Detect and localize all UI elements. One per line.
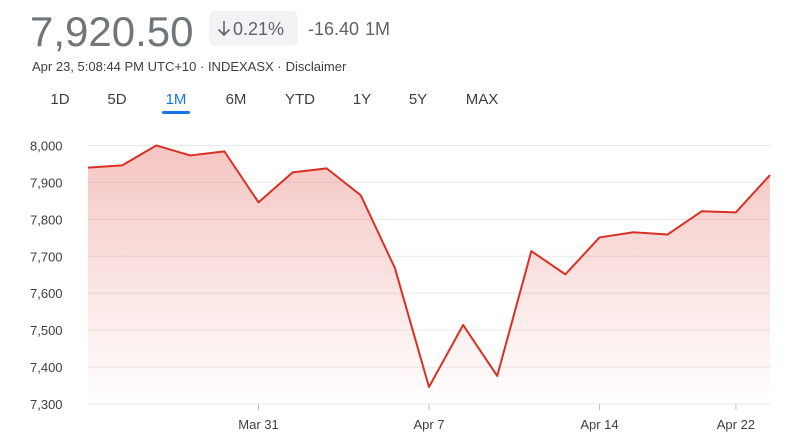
x-tick-label: Apr 22 <box>717 417 755 432</box>
range-tab[interactable]: 1M <box>166 91 187 108</box>
y-tick-label: 8,000 <box>30 138 63 153</box>
period: 1M <box>365 19 390 39</box>
y-tick-label: 7,300 <box>30 397 63 412</box>
y-tick-label: 7,500 <box>30 323 63 338</box>
y-tick-label: 7,900 <box>30 175 63 190</box>
range-tab[interactable]: 5Y <box>409 91 427 108</box>
x-tick-label: Apr 14 <box>580 417 618 432</box>
range-tab[interactable]: 6M <box>226 91 247 108</box>
range-tab[interactable]: YTD <box>285 91 315 108</box>
area-fill <box>88 145 770 404</box>
plot: 7,300 7,400 7,500 7,600 7,700 7,800 7,900 8,000… <box>30 138 771 432</box>
range-tab[interactable]: 5D <box>107 91 126 108</box>
x-tick-label: Apr 7 <box>413 417 444 432</box>
x-tick-label: Mar 31 <box>238 417 278 432</box>
disclaimer-link[interactable]: Disclaimer <box>286 59 347 74</box>
price: 7,920.50 <box>30 8 194 55</box>
y-tick-label: 7,600 <box>30 286 63 301</box>
change: -16.40 <box>308 19 359 39</box>
change-pill <box>209 11 298 46</box>
range-tabs: 1D 5D 1M 6M YTD 1Y 5Y MAX <box>50 91 498 114</box>
info-line: Apr 23, 5:08:44 PM UTC+10 · INDEXASX · Di… <box>32 59 347 74</box>
price-line <box>87 144 771 389</box>
change-percent: 0.21% <box>233 19 284 39</box>
selected-tab-underline <box>162 111 190 114</box>
y-tick-label: 7,800 <box>30 212 63 227</box>
change-value: -16.40 1M <box>308 19 390 39</box>
range-tab[interactable]: MAX <box>466 91 499 108</box>
y-tick-label: 7,700 <box>30 249 63 264</box>
down-arrow-icon <box>217 21 231 37</box>
range-tab[interactable]: 1Y <box>353 91 371 108</box>
timestamp: Apr 23, 5:08:44 PM UTC+10 · INDEXASX · <box>32 59 282 74</box>
range-tab[interactable]: 1D <box>50 91 69 108</box>
y-tick-label: 7,400 <box>30 360 63 375</box>
